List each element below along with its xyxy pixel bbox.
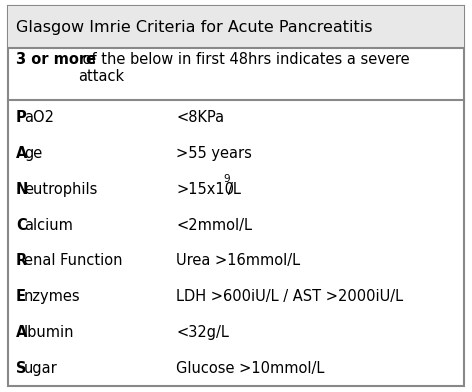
Text: alcium: alcium — [24, 218, 73, 232]
Text: of the below in first 48hrs indicates a severe
attack: of the below in first 48hrs indicates a … — [78, 52, 410, 84]
Text: lbumin: lbumin — [24, 325, 75, 340]
Text: >15x10: >15x10 — [176, 182, 234, 197]
Text: /L: /L — [228, 182, 241, 197]
Text: P: P — [16, 111, 27, 125]
Text: N: N — [16, 182, 28, 197]
Text: <2mmol/L: <2mmol/L — [176, 218, 252, 232]
Text: Urea >16mmol/L: Urea >16mmol/L — [176, 253, 300, 269]
Text: enal Function: enal Function — [24, 253, 122, 269]
Text: E: E — [16, 289, 26, 304]
Text: <32g/L: <32g/L — [176, 325, 229, 340]
Text: ugar: ugar — [24, 361, 58, 376]
Text: <8KPa: <8KPa — [176, 111, 224, 125]
Text: aO2: aO2 — [24, 111, 54, 125]
Text: ge: ge — [24, 146, 42, 161]
Text: R: R — [16, 253, 27, 269]
Text: LDH >600iU/L / AST >2000iU/L: LDH >600iU/L / AST >2000iU/L — [176, 289, 403, 304]
Text: A: A — [16, 146, 27, 161]
Text: 9: 9 — [223, 174, 230, 184]
Text: C: C — [16, 218, 27, 232]
Text: Glucose >10mmol/L: Glucose >10mmol/L — [176, 361, 324, 376]
Text: 3 or more: 3 or more — [16, 52, 96, 67]
Text: A: A — [16, 325, 27, 340]
Text: nzymes: nzymes — [24, 289, 81, 304]
Text: eutrophils: eutrophils — [24, 182, 97, 197]
Bar — [8, 6, 464, 48]
Text: S: S — [16, 361, 26, 376]
Text: >55 years: >55 years — [176, 146, 252, 161]
Text: Glasgow Imrie Criteria for Acute Pancreatitis: Glasgow Imrie Criteria for Acute Pancrea… — [16, 20, 372, 34]
